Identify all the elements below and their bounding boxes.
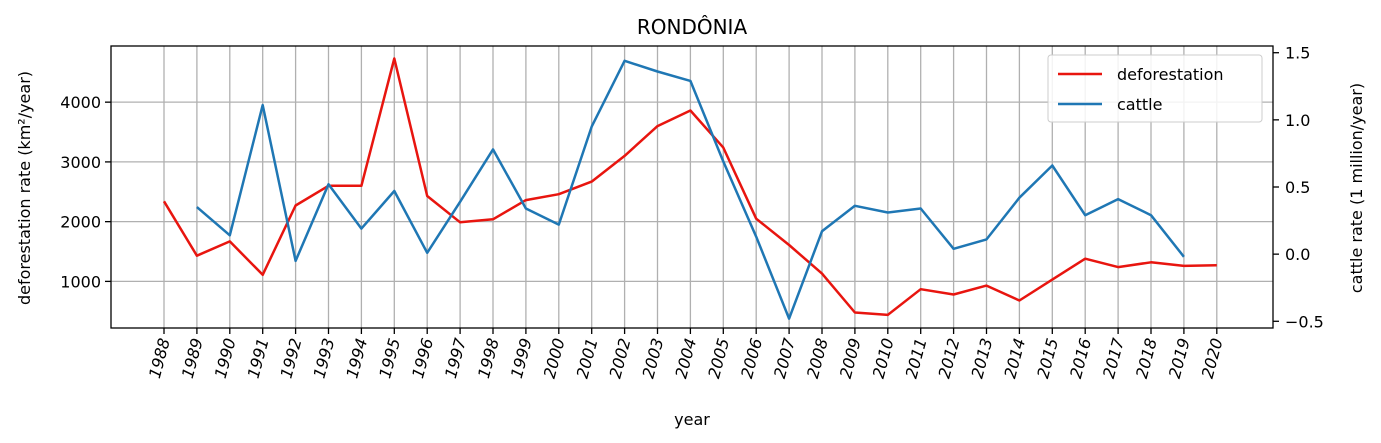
y-axis-left: 1000 2000 3000 4000	[60, 93, 111, 291]
x-tick-label: 2016	[1066, 336, 1095, 380]
x-tick-label: 1995	[375, 336, 404, 380]
x-tick-label: 1994	[342, 336, 371, 380]
y-right-tick-label: 1.0	[1285, 111, 1310, 130]
x-tick-label: 2013	[967, 336, 996, 380]
x-tick-label: 2009	[836, 336, 865, 380]
y-right-tick-label: 0.0	[1285, 245, 1310, 264]
x-tick-label: 1998	[474, 336, 503, 380]
legend: deforestation cattle	[1047, 54, 1263, 123]
y-left-tick-label: 4000	[60, 93, 101, 112]
y-axis-right: −0.5 0.0 0.5 1.0 1.5	[1273, 44, 1324, 331]
x-tick-label: 2002	[606, 336, 635, 380]
x-tick-label: 1988	[145, 336, 174, 380]
x-axis: 1988 1989 1990 1991 1992 1993 1994 1995 1996 1997…	[145, 328, 1227, 380]
x-tick-label: 2005	[704, 336, 733, 380]
chart-title: RONDÔNIA	[637, 15, 748, 39]
series-layer	[162, 57, 1217, 320]
x-tick-label: 2004	[671, 336, 700, 380]
x-tick-label: 2012	[935, 336, 964, 380]
x-tick-label: 2001	[573, 336, 602, 380]
x-axis-label: year	[674, 410, 710, 429]
x-tick-label: 1993	[309, 336, 338, 380]
y-left-tick-label: 1000	[60, 272, 101, 291]
gridlines	[111, 46, 1273, 328]
legend-label-cattle: cattle	[1117, 95, 1162, 114]
x-tick-label: 1992	[277, 336, 306, 380]
x-tick-label: 1989	[178, 336, 207, 380]
x-tick-label: 2003	[638, 336, 667, 380]
x-tick-label: 1991	[244, 336, 273, 380]
y-axis-right-label: cattle rate (1 million/year)	[1347, 83, 1366, 293]
series-line-deforestation	[162, 57, 1217, 317]
x-tick-label: 2007	[770, 335, 799, 380]
x-tick-label: 2008	[803, 336, 832, 380]
y-left-tick-label: 2000	[60, 213, 101, 232]
y-axis-left-label: deforestation rate (km²/year)	[15, 71, 34, 305]
x-tick-label: 1996	[408, 336, 437, 380]
x-tick-label: 2000	[540, 336, 569, 380]
x-tick-label: 2017	[1099, 335, 1128, 380]
x-tick-label: 2011	[902, 336, 931, 380]
x-tick-label: 2019	[1165, 336, 1194, 380]
x-tick-label: 2010	[869, 336, 898, 380]
y-right-tick-label: −0.5	[1285, 312, 1324, 331]
legend-label-deforestation: deforestation	[1117, 65, 1224, 84]
x-tick-label: 2020	[1198, 336, 1227, 380]
series-line-cattle	[196, 59, 1185, 320]
x-tick-label: 1999	[507, 336, 536, 380]
y-right-tick-label: 0.5	[1285, 178, 1310, 197]
x-tick-label: 2006	[737, 336, 766, 380]
x-tick-label: 2014	[1000, 336, 1029, 380]
x-tick-label: 2015	[1033, 336, 1062, 380]
x-tick-label: 1990	[211, 336, 240, 380]
x-tick-label: 1997	[441, 335, 470, 380]
y-left-tick-label: 3000	[60, 153, 101, 172]
x-tick-label: 2018	[1132, 336, 1161, 380]
y-right-tick-label: 1.5	[1285, 44, 1310, 63]
